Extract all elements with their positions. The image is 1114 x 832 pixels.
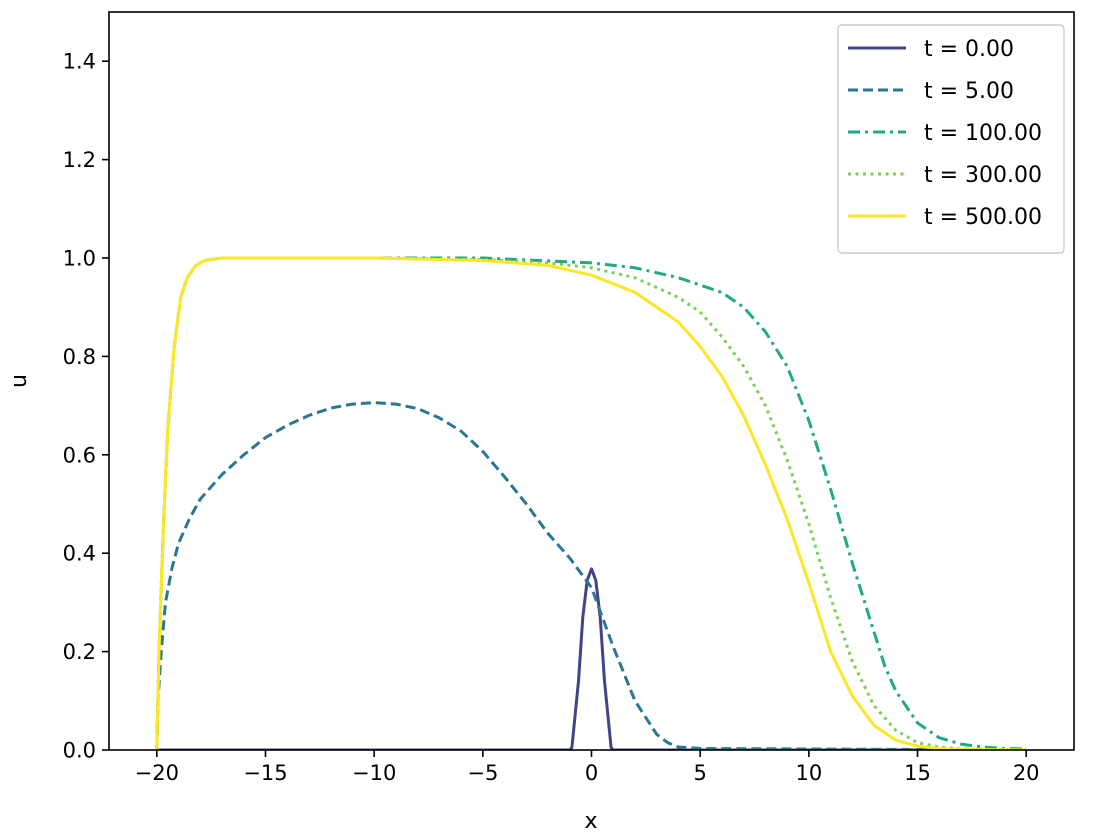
legend-box [837,24,1065,254]
y-tick-label: 1.2 [63,148,96,172]
x-tick-label: 20 [1013,761,1040,785]
x-tick-label: −20 [135,761,179,785]
x-tick-label: 15 [904,761,931,785]
legend-label: t = 5.00 [924,79,1014,104]
x-axis-label: x [584,809,597,832]
legend-label: t = 300.00 [924,163,1042,188]
series-layer [155,256,1027,750]
x-tick-label: 5 [693,761,706,785]
y-axis-label: u [7,374,32,388]
y-tick-label: 0.4 [63,542,96,566]
x-tick-label: 10 [795,761,822,785]
y-tick-label: 0.6 [63,443,96,467]
legend-label: t = 500.00 [924,205,1042,230]
x-tick-label: −15 [243,761,287,785]
y-tick-label: 0.8 [63,345,96,369]
series-line-3 [155,256,1027,750]
legend: t = 0.00 t = 5.00 t = 100.00 t = 300.00 t = … [837,24,1065,254]
series-line-2 [155,256,1027,750]
legend-label: t = 100.00 [924,121,1042,146]
x-tick-label: −10 [352,761,396,785]
x-tick-label: −5 [467,761,498,785]
series-line-4 [155,256,1027,750]
y-tick-label: 1.4 [63,50,96,74]
x-axis: −20 −15 −10 −5 0 5 10 15 20 [135,750,1040,785]
y-tick-label: 0.2 [63,640,96,664]
y-axis: 0.0 0.2 0.4 0.6 0.8 1.0 1.2 1.4 [63,50,109,763]
y-tick-label: 1.0 [63,247,96,271]
series-line-1 [155,401,1027,750]
y-tick-label: 0.0 [63,739,96,763]
x-tick-label: 0 [585,761,598,785]
series-line-0 [156,567,1027,750]
legend-label: t = 0.00 [924,37,1014,62]
